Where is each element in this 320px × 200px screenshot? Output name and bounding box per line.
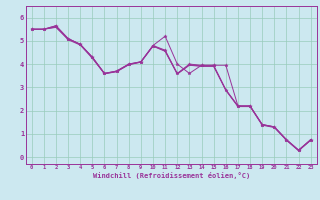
X-axis label: Windchill (Refroidissement éolien,°C): Windchill (Refroidissement éolien,°C): [92, 172, 250, 179]
